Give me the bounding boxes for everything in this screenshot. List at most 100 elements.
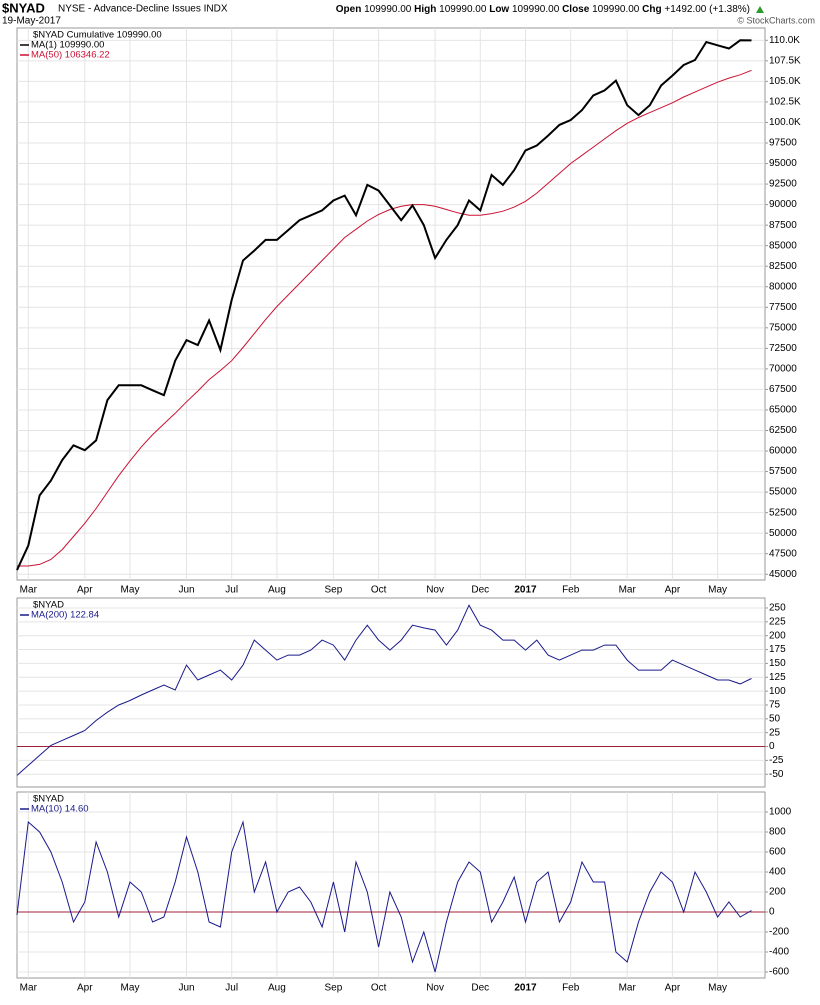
panel — [16, 791, 766, 979]
y-tick-label: 102.5K — [769, 97, 801, 108]
y-tick-label: 80000 — [769, 281, 797, 292]
y-tick-label: -25 — [769, 755, 784, 766]
x-tick-label: Sep — [325, 585, 343, 596]
y-tick-label: 800 — [769, 827, 786, 838]
y-tick-label: 97500 — [769, 138, 797, 149]
x-tick-label: Nov — [426, 585, 444, 596]
panel — [16, 27, 766, 581]
series-line — [17, 69, 752, 567]
y-tick-label: 95000 — [769, 158, 797, 169]
x-tick-label: Dec — [471, 585, 489, 596]
y-tick-label: -400 — [769, 947, 789, 958]
stat-label: Close — [562, 4, 590, 15]
y-tick-label: 600 — [769, 847, 786, 858]
stat-label: Low — [489, 4, 509, 15]
y-tick-label: 25 — [769, 727, 781, 738]
stat-value: 109990.00 — [592, 4, 640, 15]
legend-title: $NYAD Cumulative 109990.00 — [33, 30, 162, 41]
stat-value: 109990.00 — [439, 4, 487, 15]
x-tick-label: May — [121, 585, 140, 596]
y-tick-label: 87500 — [769, 220, 797, 231]
y-tick-label: 100 — [769, 686, 786, 697]
y-tick-label: 400 — [769, 867, 786, 878]
description: NYSE - Advance-Decline Issues INDX — [58, 4, 228, 15]
y-tick-label: 57500 — [769, 466, 797, 477]
y-tick-label: 47500 — [769, 548, 797, 559]
stats: Open 109990.00 High 109990.00 Low 109990… — [336, 4, 750, 15]
date: 19-May-2017 — [2, 16, 61, 27]
x-tick-label: Jul — [225, 585, 238, 596]
y-tick-label: 67500 — [769, 384, 797, 395]
y-tick-label: 70000 — [769, 364, 797, 375]
x-tick-label: Apr — [665, 585, 681, 596]
y-tick-label: 92500 — [769, 179, 797, 190]
x-tick-label: May — [708, 983, 727, 994]
y-tick-label: 200 — [769, 887, 786, 898]
legend-label: MA(1) 109990.00 — [31, 40, 104, 51]
y-tick-label: 65000 — [769, 405, 797, 416]
y-tick-label: 82500 — [769, 261, 797, 272]
stat-value: 109990.00 — [364, 4, 412, 15]
legend-label: MA(50) 106346.22 — [31, 50, 110, 61]
up-arrow — [756, 6, 764, 13]
stat-label: High — [414, 4, 436, 15]
x-tick-label: Mar — [20, 585, 38, 596]
x-tick-label: Oct — [371, 983, 387, 994]
y-tick-label: 90000 — [769, 199, 797, 210]
y-tick-label: 55000 — [769, 487, 797, 498]
y-tick-label: -50 — [769, 769, 784, 780]
x-tick-label: Apr — [77, 585, 93, 596]
y-tick-label: 72500 — [769, 343, 797, 354]
y-tick-label: 77500 — [769, 302, 797, 313]
y-tick-label: 62500 — [769, 425, 797, 436]
y-tick-label: 125 — [769, 672, 786, 683]
y-tick-label: 75 — [769, 700, 781, 711]
x-tick-label: May — [708, 585, 727, 596]
series-line — [16, 604, 752, 776]
y-tick-label: 52500 — [769, 507, 797, 518]
series-line — [16, 820, 752, 973]
x-tick-label: Mar — [20, 983, 38, 994]
y-tick-label: 225 — [769, 616, 786, 627]
x-tick-label: Apr — [665, 983, 681, 994]
y-tick-label: 85000 — [769, 240, 797, 251]
y-tick-label: 175 — [769, 644, 786, 655]
stat-label: Chg — [642, 4, 661, 15]
y-tick-label: 110.0K — [769, 35, 800, 46]
y-tick-label: 45000 — [769, 569, 797, 580]
x-tick-label: Jul — [225, 983, 238, 994]
stat-value: +1492.00 (+1.38%) — [664, 4, 750, 15]
y-tick-label: -600 — [769, 967, 789, 978]
x-tick-label: Dec — [471, 983, 489, 994]
x-tick-label: May — [121, 983, 140, 994]
x-tick-label: Aug — [268, 585, 286, 596]
y-tick-label: 100.0K — [769, 117, 801, 128]
x-tick-label: Jun — [178, 585, 194, 596]
panel — [16, 597, 766, 788]
symbol: $NYAD — [2, 0, 45, 15]
y-tick-label: 0 — [769, 741, 775, 752]
y-tick-label: 50 — [769, 713, 781, 724]
y-tick-label: 75000 — [769, 322, 797, 333]
y-tick-label: 50000 — [769, 528, 797, 539]
x-tick-label: 2017 — [514, 585, 537, 596]
x-tick-label: Apr — [77, 983, 93, 994]
x-tick-label: Jun — [178, 983, 194, 994]
x-tick-label: Sep — [325, 983, 343, 994]
stat-value: 109990.00 — [512, 4, 560, 15]
x-tick-label: Aug — [268, 983, 286, 994]
y-tick-label: -200 — [769, 927, 789, 938]
y-tick-label: 200 — [769, 630, 786, 641]
x-tick-label: Feb — [562, 585, 580, 596]
source: © StockCharts.com — [737, 15, 815, 25]
x-tick-label: Nov — [426, 983, 444, 994]
y-tick-label: 107.5K — [769, 55, 801, 66]
y-tick-label: 250 — [769, 603, 786, 614]
legend-label: MA(10) 14.60 — [31, 804, 89, 815]
series-line — [16, 39, 752, 571]
legend-title: $NYAD — [33, 794, 64, 805]
x-tick-label: Feb — [562, 983, 580, 994]
legend-title: $NYAD — [33, 600, 64, 611]
